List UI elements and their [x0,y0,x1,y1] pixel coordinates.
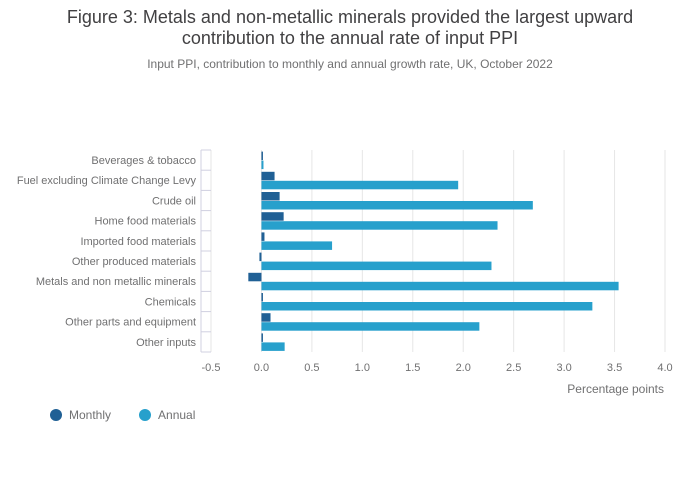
legend-item-monthly[interactable]: Monthly [50,408,111,422]
category-label: Metals and non metallic minerals [36,276,197,288]
chart-subtitle: Input PPI, contribution to monthly and a… [147,57,553,71]
legend-label-monthly: Monthly [69,408,112,422]
chart-title: Figure 3: Metals and non-metallic minera… [0,7,700,49]
annual-bar[interactable] [261,302,593,311]
bars [248,151,619,351]
legend-label-annual: Annual [158,408,196,422]
category-axis: Beverages & tobacco Fuel excluding Climat… [17,149,211,353]
legend-item-annual[interactable]: Annual [139,408,195,422]
annual-bar[interactable] [261,261,492,271]
monthly-bar[interactable] [261,151,263,161]
x-tick-label: -0.5 [202,362,221,374]
x-tick-label: 3.5 [607,362,622,374]
annual-bar[interactable] [261,180,459,190]
category-label: Crude oil [152,195,196,207]
chart-title-line-2: contribution to the annual rate of input… [181,28,519,48]
x-tick-label: 4.0 [657,362,672,374]
monthly-bar[interactable] [261,192,280,201]
x-axis-title: Percentage points [567,382,664,396]
annual-bar[interactable] [261,201,533,210]
x-tick-label: 1.0 [355,362,370,374]
annual-bar[interactable] [261,221,498,230]
category-label: Fuel excluding Climate Change Levy [17,175,197,187]
annual-bar[interactable] [261,342,285,351]
annual-bar[interactable] [261,241,333,250]
grid-lines [210,150,666,352]
legend-swatch-annual [139,409,152,421]
monthly-bar[interactable] [261,333,263,342]
monthly-bar[interactable] [261,212,284,221]
x-tick-label: 2.0 [456,362,471,374]
category-label: Home food materials [95,216,197,228]
category-label: Chemicals [145,296,197,308]
legend: Monthly Annual [50,408,195,422]
annual-bar[interactable] [261,281,619,291]
monthly-bar[interactable] [248,272,262,282]
annual-bar[interactable] [261,322,480,331]
category-label: Imported food materials [80,236,196,248]
x-tick-label: 0.0 [254,362,269,374]
x-tick-label: 1.5 [405,362,420,374]
monthly-bar[interactable] [261,313,271,322]
chart-title-line-1: Figure 3: Metals and non-metallic minera… [66,7,634,27]
monthly-bar[interactable] [261,171,275,181]
category-label: Other inputs [136,337,196,349]
monthly-bar[interactable] [261,293,263,302]
category-label: Other parts and equipment [65,317,196,329]
x-tick-label: 0.5 [304,362,319,374]
category-label: Other produced materials [72,256,197,268]
monthly-bar[interactable] [261,232,265,241]
category-label: Beverages & tobacco [91,155,196,167]
x-tick-label: 2.5 [506,362,521,374]
monthly-bar[interactable] [259,252,262,262]
x-tick-label: 3.0 [556,362,571,374]
x-axis-ticks: -0.5 0.0 0.5 1.0 1.5 2.0 2.5 3.0 3.5 4.0 [202,362,673,374]
legend-swatch-monthly [50,409,62,421]
annual-bar[interactable] [261,160,264,170]
